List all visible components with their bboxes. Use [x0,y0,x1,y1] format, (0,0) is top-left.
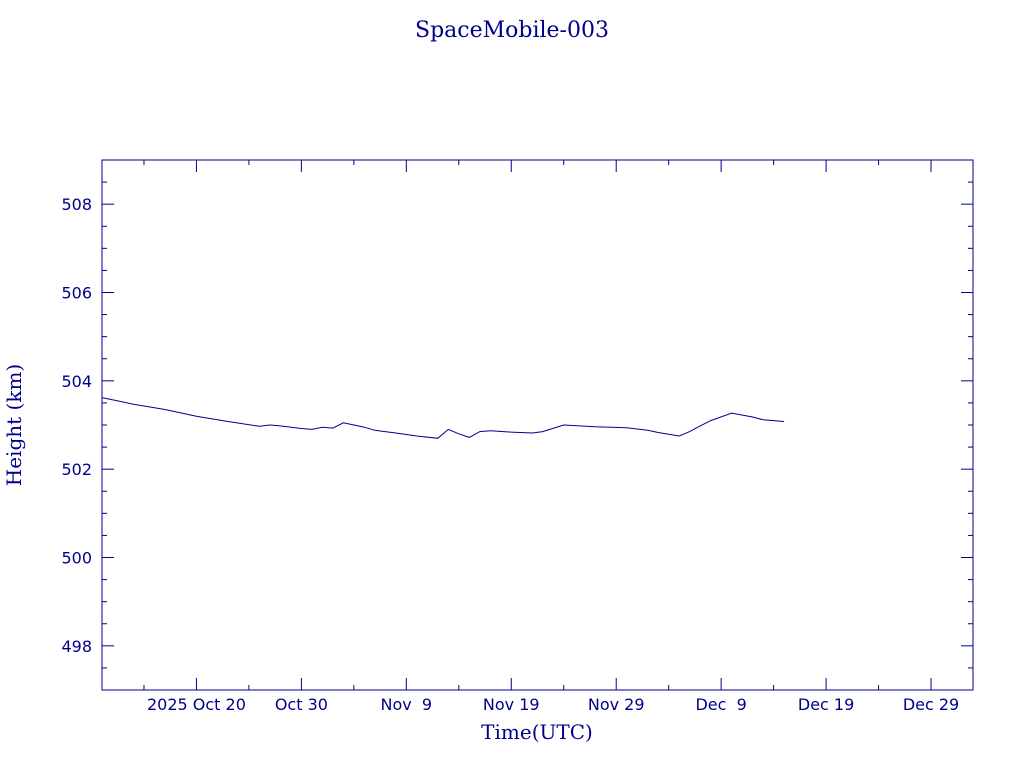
series-line-height [101,397,785,439]
x-tick-label: Oct 30 [275,695,328,714]
x-tick-label: 2025 Oct 20 [147,695,246,714]
plot-frame [101,159,974,691]
x-tick-label: Nov 19 [483,695,540,714]
y-tick-label: 504 [61,372,92,391]
x-axis-title: Time(UTC) [481,720,593,744]
y-tick-label: 500 [61,549,92,568]
y-axis-title: Height (km) [2,364,26,486]
ticks-layer [102,159,973,691]
y-tick-label: 502 [61,460,92,479]
tick-labels-layer: 498 500 502 504 506 508 2025 Oct 20 Oct 30 Nov 9… [61,195,959,714]
x-tick-label: Nov 29 [588,695,645,714]
y-tick-label: 506 [61,284,92,303]
x-tick-label: Dec 29 [903,695,959,714]
y-tick-label: 508 [61,195,92,214]
x-tick-label: Nov 9 [381,695,433,714]
y-tick-label: 498 [61,637,92,656]
chart-title: SpaceMobile-003 [415,18,609,43]
x-tick-label: Dec 19 [798,695,854,714]
x-tick-label: Dec 9 [695,695,746,714]
